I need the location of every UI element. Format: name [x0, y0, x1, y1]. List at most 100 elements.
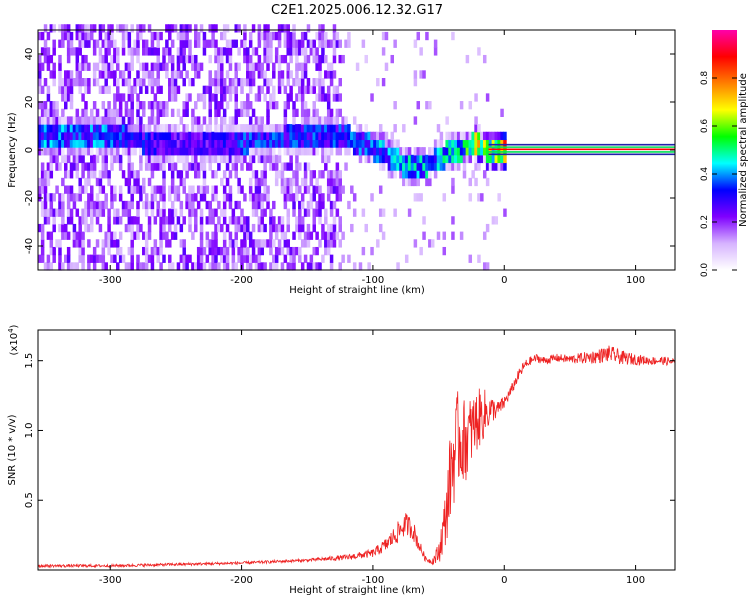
- spectrogram-cell: [64, 131, 68, 141]
- spectrogram-cell: [147, 124, 152, 133]
- spectrogram-cell: [144, 139, 149, 148]
- spectrogram-cell: [381, 147, 386, 156]
- spectrogram-cell: [182, 254, 186, 263]
- spectrogram-cell: [500, 131, 504, 141]
- spectrogram-cell: [66, 254, 71, 263]
- spectrogram-cell: [127, 208, 132, 217]
- spectrogram-cell: [162, 200, 166, 210]
- spectrogram-cell: [234, 101, 238, 110]
- spectrogram-cell: [326, 223, 331, 233]
- spectrogram-cell: [491, 154, 496, 164]
- spectrogram-cell: [361, 39, 366, 48]
- spectrogram-cell: [78, 154, 82, 164]
- spectrogram-cell: [173, 223, 178, 233]
- spectrogram-cell: [58, 139, 62, 148]
- spectrogram-cell: [309, 39, 314, 48]
- spectrogram-cell: [173, 24, 178, 33]
- spectrogram-cell: [113, 108, 117, 117]
- spectrogram-cell: [228, 39, 233, 48]
- spectrogram-cell: [332, 31, 337, 41]
- spectrogram-cell: [38, 124, 42, 133]
- snr-y-tick-label: 1.0: [24, 423, 35, 439]
- spectrogram-cell: [497, 162, 501, 171]
- spectrogram-cell: [474, 124, 478, 133]
- spectrogram-cell: [436, 231, 441, 240]
- spectrogram-cell: [101, 24, 106, 33]
- spectrogram-cell: [121, 39, 126, 48]
- spectrogram-cell: [416, 177, 421, 187]
- spectrogram-cell: [136, 208, 140, 217]
- spectrogram-cell: [277, 139, 282, 148]
- spectrogram-cell: [240, 208, 244, 217]
- spectrogram-cell: [159, 208, 163, 217]
- spectrogram-cell: [246, 216, 250, 225]
- spectrogram-cell: [217, 139, 221, 148]
- spectrogram-cell: [116, 147, 120, 156]
- spectrogram-cell: [110, 39, 114, 48]
- spectrogram-cell: [482, 139, 487, 148]
- spectrogram-cell: [75, 193, 80, 202]
- spectrogram-cell: [274, 254, 279, 263]
- spectrogram-cell: [139, 139, 143, 148]
- spectrogram-cell: [118, 216, 123, 225]
- spectrogram-cell: [355, 131, 360, 141]
- spectrogram-cell: [335, 139, 340, 148]
- spectrogram-cell: [87, 85, 91, 94]
- spectrogram-cell: [298, 223, 302, 233]
- spectrogram-cell: [64, 124, 68, 133]
- spectrogram-cell: [277, 70, 282, 79]
- spectrogram-cell: [61, 24, 65, 33]
- spectrogram-cell: [78, 131, 82, 141]
- spectrogram-cell: [64, 85, 68, 94]
- spectrogram-cell: [295, 185, 299, 194]
- spectrogram-cell: [194, 193, 198, 202]
- spectrogram-cell: [234, 131, 238, 141]
- spectrogram-cell: [179, 139, 184, 148]
- spectrogram-cell: [165, 108, 169, 117]
- spectrogram-cell: [179, 154, 184, 164]
- spectrogram-cell: [321, 139, 325, 148]
- spectrogram-cell: [159, 139, 163, 148]
- spectrogram-cell: [225, 70, 230, 79]
- spectrogram-cell: [150, 31, 155, 41]
- spectrogram-cell: [113, 131, 117, 141]
- spectrogram-cell: [113, 70, 117, 79]
- spectrogram-cell: [199, 254, 204, 263]
- spectrogram-cell: [332, 223, 337, 233]
- spectrogram-cell: [378, 223, 383, 233]
- spectrogram-cell: [194, 154, 198, 164]
- spectrogram-cell: [78, 177, 82, 187]
- spectrogram-cell: [61, 147, 65, 156]
- spectrogram-cell: [254, 62, 259, 71]
- spectrogram-cell: [202, 262, 207, 271]
- spectrogram-cell: [116, 239, 120, 248]
- spectrogram-cell: [107, 116, 111, 125]
- spectrogram-cell: [248, 101, 253, 110]
- spectrogram-cell: [482, 147, 487, 156]
- spectrogram-cell: [480, 147, 484, 156]
- spectrogram-cell: [81, 31, 85, 41]
- spectrogram-cell: [222, 193, 227, 202]
- spectrogram-cell: [87, 162, 91, 171]
- spectrogram-cell: [139, 24, 143, 33]
- spectrogram-cell: [205, 231, 210, 240]
- spectrogram-cell: [234, 39, 238, 48]
- spectrogram-cell: [332, 239, 337, 248]
- spectrogram-cell: [407, 154, 412, 164]
- spectrogram-cell: [87, 39, 91, 48]
- spectrogram-cell: [75, 147, 80, 156]
- spectrogram-cell: [373, 139, 377, 148]
- spectrogram-cell: [90, 147, 94, 156]
- spectrogram-cell: [78, 31, 82, 41]
- spectrogram-cell: [61, 31, 65, 41]
- spectrogram-cell: [254, 208, 259, 217]
- spectrogram-cell: [396, 262, 400, 271]
- spectrogram-cell: [280, 262, 285, 271]
- spectrogram-cell: [422, 216, 426, 225]
- spectrogram-cell: [309, 139, 314, 148]
- spectrogram-cell: [66, 193, 71, 202]
- spectrogram-cell: [116, 78, 120, 87]
- spectrogram-cell: [300, 116, 305, 125]
- spectrogram-cell: [81, 62, 85, 71]
- spectrogram-cell: [69, 162, 74, 171]
